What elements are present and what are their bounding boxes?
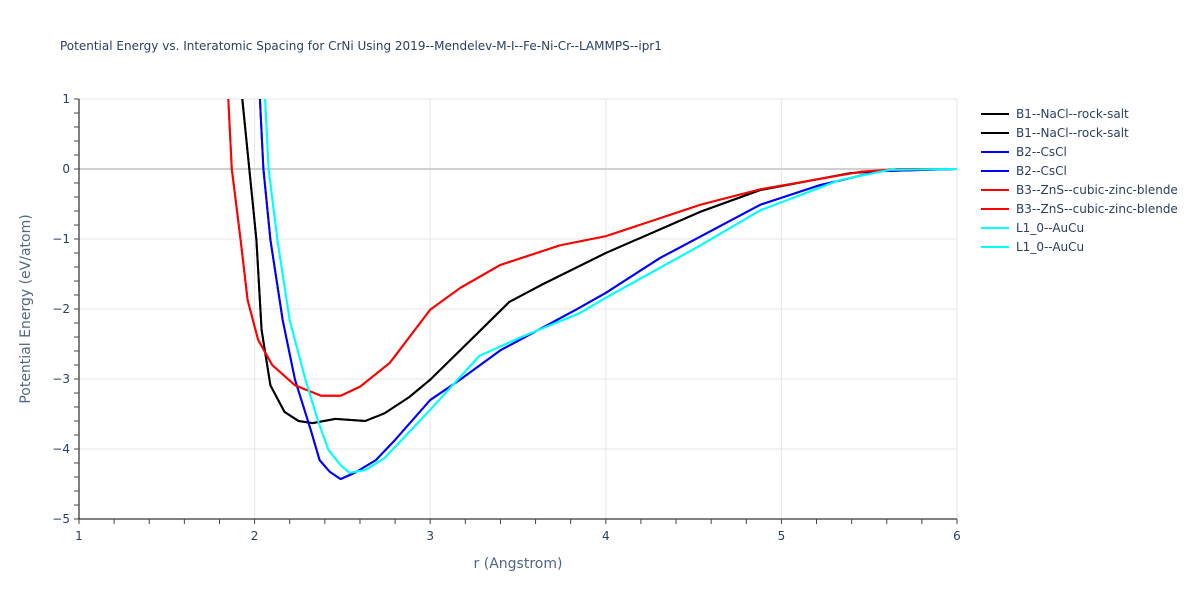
grid [79,98,958,519]
legend-label: B3--ZnS--cubic-zinc-blende [1016,183,1178,197]
x-tick-labels: 1 2 3 4 5 6 [75,529,961,543]
x-tick-label: 4 [602,529,610,543]
legend-label: B2--CsCl [1016,164,1067,178]
legend-item[interactable]: B3--ZnS--cubic-zinc-blende [981,202,1178,216]
legend-item[interactable]: B3--ZnS--cubic-zinc-blende [981,183,1178,197]
x-tick-label: 2 [251,529,259,543]
y-tick-label: 0 [62,162,70,176]
x-tick-label: 5 [778,529,786,543]
legend: B1--NaCl--rock-salt B1--NaCl--rock-salt B2… [981,107,1178,254]
legend-label: L1_0--AuCu [1016,240,1084,254]
y-tick-label: −4 [52,442,70,456]
y-tick-label: −5 [52,512,70,526]
series-line-1 [241,99,957,425]
legend-item[interactable]: B2--CsCl [981,145,1067,159]
y-tick-label: −1 [52,232,70,246]
legend-item[interactable]: L1_0--AuCu [981,240,1084,254]
series-line-0 [241,99,957,425]
series-line-6 [264,99,957,474]
legend-item[interactable]: B1--NaCl--rock-salt [981,107,1129,121]
legend-label: B2--CsCl [1016,145,1067,159]
y-axis-label: Potential Energy (eV/atom) [18,214,34,403]
series-line-4 [227,99,957,397]
series-line-7 [264,99,957,474]
series-line-2 [258,99,957,481]
x-axis-label: r (Angstrom) [474,556,563,572]
legend-label: B1--NaCl--rock-salt [1016,107,1129,121]
y-tick-label: −3 [52,372,70,386]
legend-label: B3--ZnS--cubic-zinc-blende [1016,202,1178,216]
series-line-3 [258,99,957,481]
plot-area [227,99,957,481]
y-tick-label: 1 [62,92,70,106]
legend-item[interactable]: B2--CsCl [981,164,1067,178]
y-tick-labels: 1 0 −1 −2 −3 −4 −5 [52,92,70,526]
legend-label: B1--NaCl--rock-salt [1016,126,1129,140]
legend-label: L1_0--AuCu [1016,221,1084,235]
x-tick-label: 6 [953,529,961,543]
legend-item[interactable]: L1_0--AuCu [981,221,1084,235]
chart-title: Potential Energy vs. Interatomic Spacing… [60,39,662,53]
x-tick-label: 1 [75,529,83,543]
y-tick-label: −2 [52,302,70,316]
legend-item[interactable]: B1--NaCl--rock-salt [981,126,1129,140]
axes [74,98,958,524]
series-line-5 [227,99,957,397]
x-tick-label: 3 [426,529,434,543]
